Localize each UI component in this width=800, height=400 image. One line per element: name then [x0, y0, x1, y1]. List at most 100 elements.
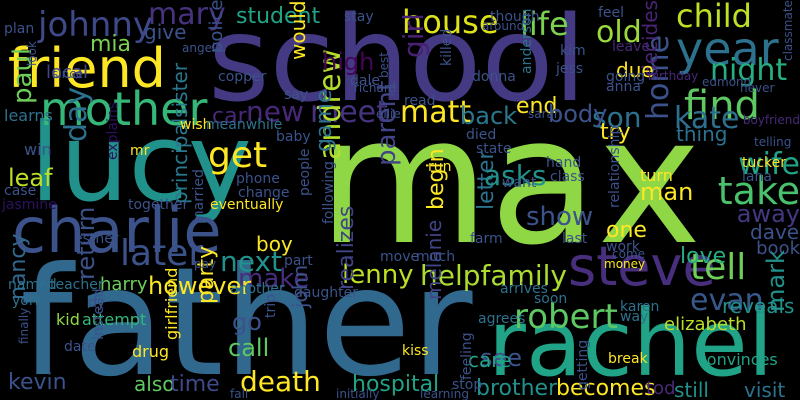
cloud-word-high: high	[322, 48, 375, 76]
cloud-word-leave: leave	[612, 39, 650, 55]
cloud-word-one: one	[606, 218, 647, 243]
cloud-word-initially: initially	[336, 387, 380, 400]
cloud-word-mark: mark	[762, 250, 790, 312]
cloud-word-also: also	[134, 372, 175, 396]
cloud-word-turn: turn	[640, 166, 673, 185]
cloud-word-arrives: arrives	[500, 281, 548, 297]
cloud-word-wish: wish	[180, 117, 212, 133]
cloud-word-thing: thing	[676, 122, 728, 146]
cloud-word-child: child	[676, 0, 752, 35]
cloud-word-elizabeth: elizabeth	[664, 314, 747, 335]
cloud-word-named: named	[8, 277, 57, 293]
cloud-word-give: give	[144, 20, 187, 44]
cloud-word-reveals: reveals	[722, 294, 795, 318]
cloud-word-mia: mia	[90, 32, 132, 57]
cloud-word-dale: dale	[350, 73, 380, 89]
cloud-word-find: find	[684, 83, 760, 129]
cloud-word-leaf: leaf	[8, 164, 53, 192]
cloud-word-kiss: kiss	[402, 343, 429, 359]
cloud-word-work: work	[606, 239, 640, 255]
cloud-word-kate: kate	[674, 101, 740, 136]
cloud-word-phone: phone	[236, 171, 280, 187]
cloud-word-esther: esther	[74, 231, 119, 247]
cloud-word-attempt: attempt	[82, 310, 147, 329]
cloud-word-farm: farm	[470, 231, 503, 247]
cloud-word-school: school	[208, 0, 587, 128]
cloud-word-time: time	[170, 372, 220, 397]
cloud-word-end: end	[516, 94, 558, 119]
cloud-word-jess: jess	[556, 61, 584, 77]
cloud-word-later: later	[120, 233, 204, 274]
cloud-word-getting: getting	[575, 339, 591, 390]
cloud-word-feel: feel	[598, 5, 625, 21]
cloud-word-show: show	[526, 202, 594, 232]
cloud-word-try: try	[600, 120, 631, 145]
cloud-word-call: call	[228, 334, 270, 362]
cloud-word-look: look	[25, 41, 39, 66]
cloud-word-rachel: rachel	[488, 290, 774, 397]
cloud-word-way: way	[620, 309, 649, 325]
cloud-word-brother: brother	[476, 376, 558, 400]
cloud-word-day: day	[59, 86, 94, 142]
cloud-word-asks: asks	[484, 159, 547, 192]
cloud-word-going: going	[606, 69, 646, 85]
cloud-word-johnny: johnny	[38, 5, 154, 45]
cloud-word-money: money	[604, 257, 646, 271]
cloud-word-care: care	[468, 348, 512, 372]
cloud-word-richard: richard	[354, 81, 397, 95]
cloud-word-book: book	[756, 238, 800, 259]
cloud-word-people: people	[297, 148, 313, 196]
cloud-word-visit: visit	[744, 378, 786, 400]
cloud-word-realizes: realizes	[334, 205, 359, 290]
cloud-word-tucker: tucker	[742, 155, 787, 171]
cloud-word-win: win	[24, 140, 52, 159]
cloud-word-car: car	[212, 104, 247, 129]
cloud-word-game: game	[312, 89, 337, 152]
cloud-word-teacher: teacher	[50, 277, 104, 293]
cloud-word-finally: finally	[17, 307, 31, 344]
cloud-word-max: max	[318, 79, 702, 284]
cloud-word-class: class	[550, 169, 585, 185]
cloud-word-karen: karen	[620, 299, 660, 315]
cloud-word-tell: tell	[690, 247, 747, 288]
cloud-word-begin: begin	[424, 148, 449, 210]
cloud-word-party: party	[194, 245, 219, 304]
cloud-word-eventually: eventually	[210, 197, 284, 213]
cloud-word-helpfamily: helpfamily	[420, 259, 567, 292]
cloud-word-student: student	[236, 4, 321, 29]
cloud-word-boy: boy	[256, 232, 293, 256]
cloud-word-back: back	[460, 102, 518, 130]
cloud-word-relationship: relationship	[607, 125, 623, 208]
cloud-word-evan: evan	[690, 283, 764, 318]
cloud-word-night: night	[710, 53, 788, 88]
cloud-word-edmond: edmond	[702, 75, 752, 89]
cloud-word-wife: wife	[738, 147, 800, 182]
cloud-word-father: father	[20, 236, 473, 400]
cloud-word-robert: robert	[514, 297, 618, 337]
cloud-word-son: son	[592, 101, 642, 134]
cloud-word-learns: learns	[4, 106, 53, 125]
cloud-word-trip: trip	[263, 293, 279, 318]
cloud-word-local: local	[46, 62, 88, 83]
cloud-word-mr: mr	[130, 143, 150, 159]
cloud-word-plan: plan	[4, 21, 35, 37]
cloud-word-harry: harry	[100, 274, 148, 295]
cloud-word-change: change	[238, 185, 290, 201]
cloud-word-lenny: lenny	[342, 260, 414, 290]
cloud-word-lana: lana	[742, 169, 772, 185]
cloud-word-pay: pay	[194, 257, 217, 271]
cloud-word-learning: learning	[420, 387, 469, 400]
cloud-word-another: another	[230, 281, 285, 297]
cloud-word-lucy: lucy	[30, 101, 252, 226]
cloud-word-never: never	[740, 81, 775, 95]
cloud-word-however: however	[148, 272, 252, 300]
cloud-word-man: man	[640, 178, 694, 206]
cloud-word-anna: anna	[606, 79, 641, 95]
cloud-word-dy: dy	[88, 295, 106, 311]
cloud-word-last: last	[562, 231, 588, 247]
cloud-word-jasmine: jasmine	[2, 197, 57, 213]
cloud-word-becomes: becomes	[556, 376, 656, 400]
cloud-word-stop: stop	[452, 377, 483, 393]
cloud-word-away: away	[736, 200, 800, 228]
